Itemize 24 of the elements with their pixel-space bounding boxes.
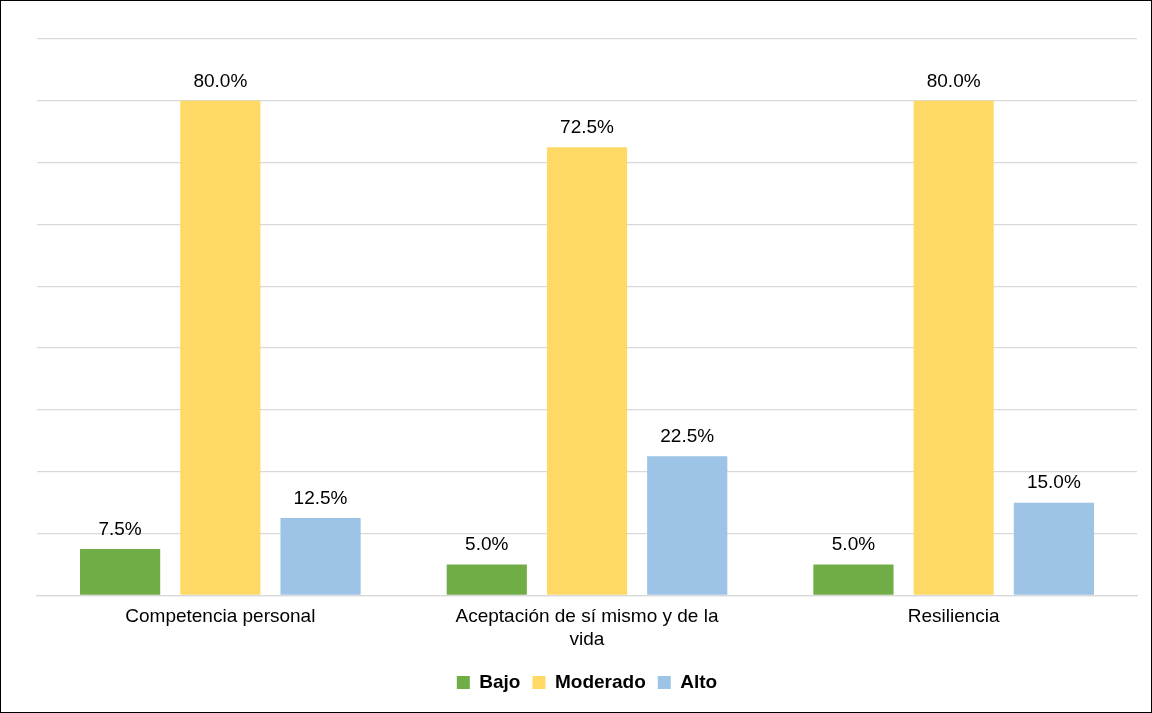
legend-label: Bajo [479, 670, 521, 692]
legend-label: Moderado [554, 670, 646, 692]
x-tick-label: Competencia personal [125, 605, 316, 627]
data-label: 12.5% [293, 486, 348, 508]
x-tick-label: Resiliencia [907, 605, 1001, 627]
data-label: 22.5% [660, 425, 715, 447]
data-label: 72.5% [560, 115, 615, 137]
legend-label: Alto [680, 670, 718, 692]
data-label: 15.0% [1026, 471, 1081, 493]
data-label: 7.5% [98, 517, 142, 539]
bar [1013, 502, 1094, 595]
bar [80, 549, 161, 595]
bar [647, 456, 728, 595]
data-label: 5.0% [465, 533, 509, 555]
bar [280, 518, 361, 595]
bar [546, 147, 628, 595]
data-label: 80.0% [193, 69, 248, 91]
bar [180, 100, 261, 595]
x-tick-label: Aceptación de sí mismo y de la vida [455, 605, 719, 649]
data-label: 80.0% [926, 69, 981, 91]
bar [913, 100, 994, 595]
bar [446, 564, 527, 595]
data-label: 5.0% [831, 533, 876, 555]
bar [813, 564, 894, 595]
